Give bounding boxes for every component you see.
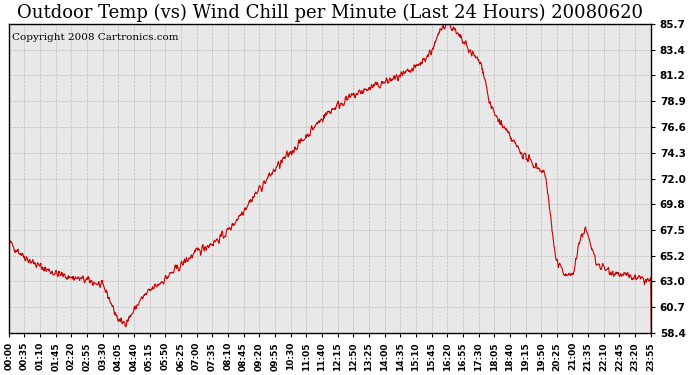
Text: Copyright 2008 Cartronics.com: Copyright 2008 Cartronics.com xyxy=(12,33,179,42)
Title: Outdoor Temp (vs) Wind Chill per Minute (Last 24 Hours) 20080620: Outdoor Temp (vs) Wind Chill per Minute … xyxy=(17,4,643,22)
